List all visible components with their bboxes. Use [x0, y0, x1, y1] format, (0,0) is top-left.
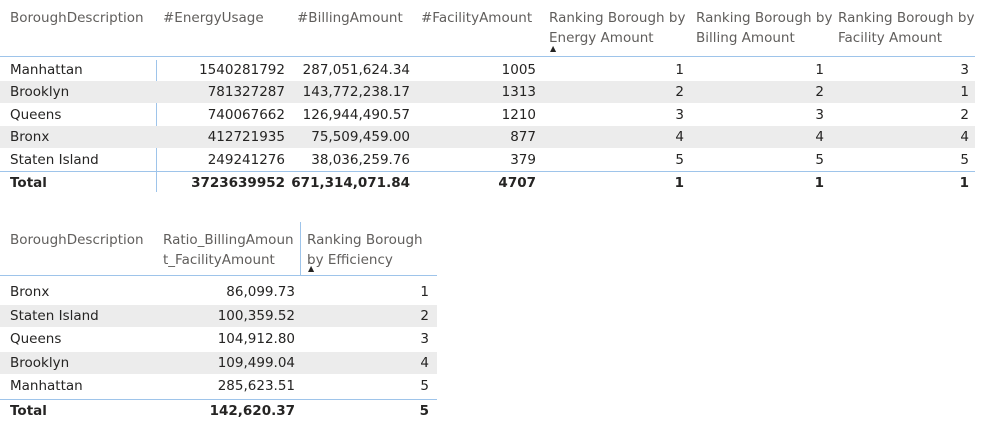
table-row[interactable]: Staten Island 100,359.52 2: [0, 304, 437, 327]
col-header-rank-facility[interactable]: Ranking Borough by Facility Amount: [838, 10, 975, 46]
col-header-rank-energy[interactable]: Ranking Borough by Energy Amount: [549, 10, 686, 46]
efficiency-ranking-table: BoroughDescription Ratio_BillingAmount_F…: [0, 222, 437, 419]
total-energy: 3723639952: [191, 175, 285, 191]
cell-rank-facility: 4: [960, 129, 969, 146]
table-row[interactable]: Bronx 86,099.73 1: [0, 281, 437, 303]
cell-rank-billing: 2: [815, 84, 824, 101]
cell-facility: 1313: [501, 84, 536, 101]
cell-rank-energy: 5: [675, 151, 684, 168]
cell-ratio: 100,359.52: [217, 307, 295, 324]
cell-rank-eff: 1: [420, 284, 429, 300]
cell-borough: Brooklyn: [10, 84, 70, 101]
column-divider: [300, 222, 301, 275]
total-borough: Total: [10, 403, 47, 419]
cell-energy: 781327287: [207, 84, 285, 101]
cell-borough: Queens: [10, 106, 62, 123]
total-rank-energy: 1: [674, 175, 684, 191]
total-borough: Total: [10, 175, 47, 191]
sort-ascending-icon[interactable]: ▲: [308, 264, 315, 273]
cell-rank-billing: 3: [815, 106, 824, 123]
table-row[interactable]: Manhattan 1540281792 287,051,624.34 1005 1 1 3: [0, 59, 975, 81]
header-divider: [0, 275, 437, 276]
cell-facility: 379: [510, 151, 536, 168]
cell-rank-billing: 1: [815, 62, 824, 78]
header-divider: [0, 56, 975, 57]
column-divider: [156, 60, 157, 192]
cell-billing: 38,036,259.76: [311, 151, 410, 168]
total-rank-eff: 5: [419, 403, 429, 419]
col-header-ratio[interactable]: Ratio_BillingAmount_FacilityAmount: [163, 232, 294, 268]
cell-ratio: 285,623.51: [217, 378, 295, 395]
cell-borough: Staten Island: [10, 151, 99, 168]
table-row[interactable]: Queens 740067662 126,944,490.57 1210 3 3 2: [0, 104, 975, 126]
total-ratio: 142,620.37: [209, 403, 295, 419]
cell-facility: 1210: [501, 106, 536, 123]
total-row: Total 142,620.37 5: [0, 400, 437, 422]
cell-rank-facility: 3: [960, 62, 969, 78]
col-header-rank-efficiency[interactable]: Ranking Borough by Efficiency: [307, 232, 423, 268]
cell-energy: 1540281792: [199, 62, 285, 78]
cell-energy: 740067662: [207, 106, 285, 123]
cell-rank-eff: 4: [420, 354, 429, 371]
table-row[interactable]: Bronx 412721935 75,509,459.00 877 4 4 4: [0, 126, 975, 149]
col-header-energy-usage[interactable]: #EnergyUsage: [163, 10, 264, 26]
col-header-rank-billing[interactable]: Ranking Borough by Billing Amount: [696, 10, 833, 46]
total-billing: 671,314,071.84: [291, 175, 410, 191]
cell-rank-eff: 2: [420, 307, 429, 324]
cell-rank-energy: 2: [675, 84, 684, 101]
cell-billing: 126,944,490.57: [302, 106, 410, 123]
cell-rank-facility: 2: [960, 106, 969, 123]
col-header-borough[interactable]: BoroughDescription: [10, 10, 144, 26]
cell-ratio: 86,099.73: [226, 284, 295, 300]
cell-rank-billing: 5: [815, 151, 824, 168]
table-row[interactable]: Manhattan 285,623.51 5: [0, 375, 437, 397]
total-divider: [0, 171, 975, 172]
col-header-billing-amount[interactable]: #BillingAmount: [297, 10, 403, 26]
cell-rank-facility: 1: [960, 84, 969, 101]
cell-rank-eff: 3: [420, 331, 429, 348]
cell-facility: 877: [510, 129, 536, 146]
cell-rank-billing: 4: [815, 129, 824, 146]
cell-energy: 412721935: [207, 129, 285, 146]
total-rank-facility: 1: [959, 175, 969, 191]
total-facility: 4707: [498, 175, 536, 191]
table-header: BoroughDescription #EnergyUsage #Billing…: [0, 0, 975, 56]
cell-borough: Manhattan: [10, 62, 83, 78]
table-row[interactable]: Brooklyn 781327287 143,772,238.17 1313 2 2 1: [0, 81, 975, 104]
sort-ascending-icon[interactable]: ▲: [550, 44, 557, 53]
total-row: Total 3723639952 671,314,071.84 4707 1 1 1: [0, 172, 975, 194]
cell-borough: Staten Island: [10, 307, 99, 324]
cell-billing: 143,772,238.17: [302, 84, 410, 101]
cell-borough: Bronx: [10, 284, 50, 300]
cell-billing: 287,051,624.34: [302, 62, 410, 78]
cell-ratio: 109,499.04: [217, 354, 295, 371]
cell-borough: Brooklyn: [10, 354, 70, 371]
cell-facility: 1005: [501, 62, 536, 78]
cell-rank-energy: 3: [675, 106, 684, 123]
cell-rank-eff: 5: [420, 378, 429, 395]
total-rank-billing: 1: [814, 175, 824, 191]
cell-borough: Manhattan: [10, 378, 83, 395]
cell-rank-facility: 5: [960, 151, 969, 168]
cell-borough: Queens: [10, 331, 62, 348]
borough-summary-table: BoroughDescription #EnergyUsage #Billing…: [0, 0, 975, 192]
col-header-borough[interactable]: BoroughDescription: [10, 232, 144, 248]
table-row[interactable]: Staten Island 249241276 38,036,259.76 379 5 5…: [0, 149, 975, 171]
col-header-facility-amount[interactable]: #FacilityAmount: [421, 10, 533, 26]
cell-borough: Bronx: [10, 129, 50, 146]
table-row[interactable]: Brooklyn 109,499.04 4: [0, 351, 437, 374]
table-row[interactable]: Queens 104,912.80 3: [0, 328, 437, 350]
cell-ratio: 104,912.80: [217, 331, 295, 348]
cell-energy: 249241276: [207, 151, 285, 168]
total-divider: [0, 399, 437, 400]
cell-rank-energy: 1: [675, 62, 684, 78]
cell-billing: 75,509,459.00: [311, 129, 410, 146]
cell-rank-energy: 4: [675, 129, 684, 146]
table-header: BoroughDescription Ratio_BillingAmount_F…: [0, 222, 437, 275]
